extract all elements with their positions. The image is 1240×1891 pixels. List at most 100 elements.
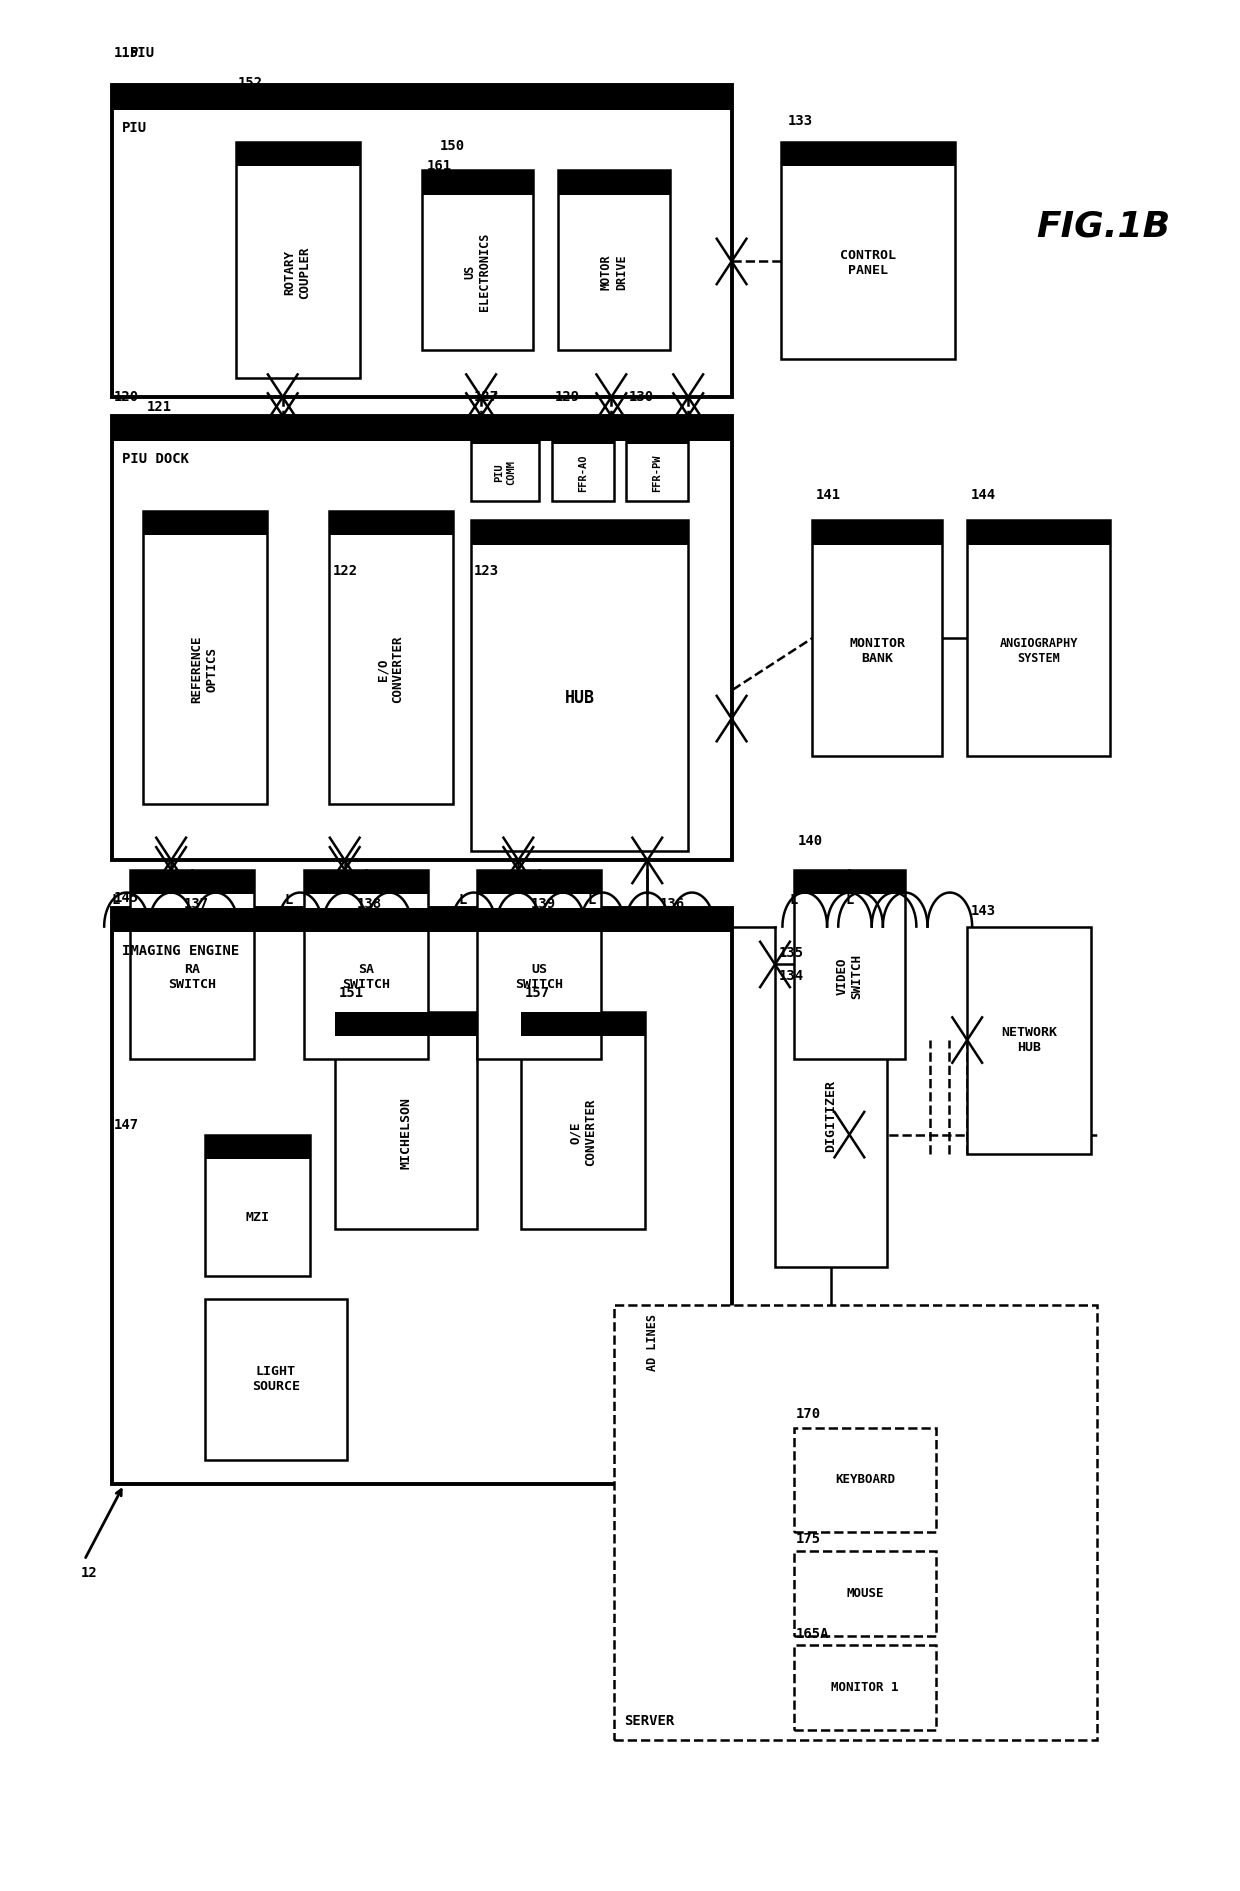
Bar [552,420,614,444]
Text: RA
SWITCH: RA SWITCH [169,963,216,991]
Bar [112,85,732,110]
Bar [205,1135,310,1159]
Text: HUB: HUB [564,688,595,707]
Text: FFR-AO: FFR-AO [578,454,588,492]
Bar [335,1012,477,1229]
Text: 170: 170 [796,1407,821,1422]
Text: ROTARY
COUPLER: ROTARY COUPLER [284,246,311,299]
Bar [422,170,533,195]
Text: PIU: PIU [130,45,155,61]
Text: VIDEO
SWITCH: VIDEO SWITCH [836,955,863,998]
Bar [558,170,670,350]
Text: 141: 141 [816,488,841,503]
Text: MICHELSON: MICHELSON [399,1097,413,1169]
Bar [304,870,428,894]
Text: PIU: PIU [122,121,146,134]
Bar [422,170,533,350]
Text: PIU DOCK: PIU DOCK [122,452,188,465]
Text: IMAGING ENGINE: IMAGING ENGINE [122,944,239,957]
Text: SA
SWITCH: SA SWITCH [342,963,389,991]
Text: AD LINES: AD LINES [646,1314,658,1371]
Bar [205,1135,310,1276]
Bar [558,170,670,195]
Bar [967,927,1091,1154]
Bar [471,520,688,545]
Bar [967,520,1110,756]
Text: 123: 123 [474,564,498,579]
Text: CONTROL
PANEL: CONTROL PANEL [839,250,897,276]
Bar [329,511,453,535]
Bar [614,1305,1097,1740]
Text: 137: 137 [184,896,208,911]
Text: 140: 140 [797,834,822,849]
Bar [130,870,254,1059]
Bar [775,964,887,1267]
Text: 159: 159 [480,876,505,891]
Text: 152: 152 [238,76,263,91]
Bar [236,142,360,378]
Bar [794,1551,936,1636]
Text: 121: 121 [146,399,171,414]
Bar [477,870,601,1059]
Bar [794,1645,936,1730]
Text: 145: 145 [114,891,139,906]
Bar [112,416,732,441]
Text: 139: 139 [531,896,556,911]
Text: E/O
CONVERTER: E/O CONVERTER [377,635,404,703]
Bar [794,870,905,894]
Text: KEYBOARD: KEYBOARD [835,1473,895,1486]
Bar [329,511,453,804]
Text: 136: 136 [660,896,684,911]
Text: 157: 157 [525,985,549,1000]
Text: L: L [790,893,797,908]
Text: O/E
CONVERTER: O/E CONVERTER [569,1099,596,1167]
Text: MONITOR
BANK: MONITOR BANK [849,637,905,664]
Bar [812,520,942,756]
Text: 150: 150 [440,138,465,153]
Bar [626,420,688,501]
Bar [812,520,942,545]
Text: FIG.1B: FIG.1B [1037,210,1171,244]
Text: 115: 115 [114,45,139,61]
Bar [552,420,614,501]
Text: SERVER: SERVER [624,1715,675,1728]
Text: 135: 135 [779,946,804,961]
Bar [143,511,267,804]
Bar [112,85,732,397]
Bar [626,420,688,444]
Bar [304,870,428,1059]
Text: 12: 12 [81,1566,98,1581]
Text: 155: 155 [306,876,331,891]
Bar [205,1299,347,1460]
Bar [794,1428,936,1532]
Bar [471,420,539,444]
Bar [335,1012,477,1036]
Text: 165A: 165A [796,1626,830,1641]
Text: LIGHT
SOURCE: LIGHT SOURCE [252,1365,300,1394]
Text: L: L [285,893,293,908]
Text: US
SWITCH: US SWITCH [516,963,563,991]
Text: MOUSE: MOUSE [846,1587,884,1600]
Text: L: L [846,893,853,908]
Text: L: L [112,893,119,908]
Text: ANGIOGRAPHY
SYSTEM: ANGIOGRAPHY SYSTEM [999,637,1078,664]
Bar [130,870,254,894]
Text: 175: 175 [796,1532,821,1547]
Bar [471,420,539,501]
Bar [794,870,905,1059]
Text: 161: 161 [427,159,451,174]
Bar [112,416,732,860]
Bar [236,142,360,166]
Text: 127: 127 [474,390,498,405]
Bar [521,1012,645,1036]
Text: L: L [588,893,595,908]
Bar [112,908,732,932]
Bar [521,1012,645,1229]
Text: 144: 144 [971,488,996,503]
Text: NETWORK
HUB: NETWORK HUB [1001,1027,1058,1053]
Text: 120: 120 [114,390,139,405]
Text: L: L [459,893,466,908]
Text: MZI: MZI [246,1212,269,1223]
Text: 133: 133 [787,113,812,129]
Text: 134: 134 [779,968,804,983]
